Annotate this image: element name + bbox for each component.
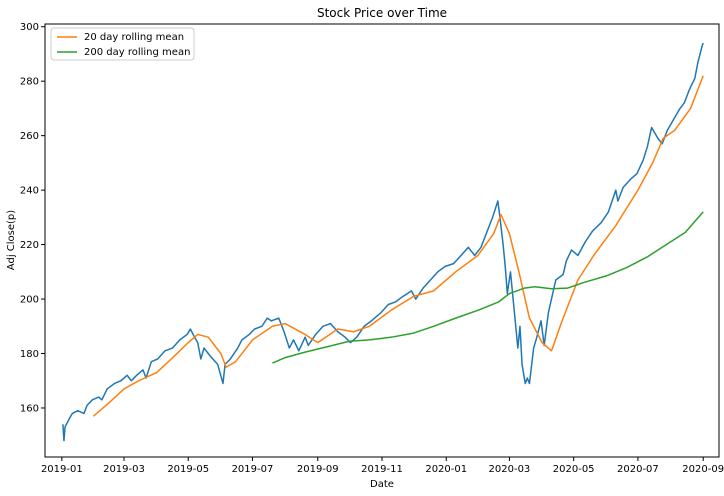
series-line-adj-close	[62, 42, 704, 442]
series-layer	[62, 42, 704, 442]
legend-box	[50, 27, 195, 61]
x-tick-label: 2020-03	[489, 464, 531, 475]
series-line-200-day-rolling-mean	[272, 211, 704, 364]
x-tick-label: 2019-09	[297, 464, 339, 475]
legend-label-20-day: 20 day rolling mean	[84, 32, 184, 43]
x-tick-label: 2019-01	[41, 464, 83, 475]
y-tick-label: 260	[20, 131, 39, 142]
y-tick-label: 280	[20, 77, 39, 88]
y-tick-label: 200	[20, 295, 39, 306]
x-tick-label: 2019-03	[103, 464, 145, 475]
y-tick-label: 300	[20, 22, 39, 33]
y-tick-label: 160	[20, 403, 39, 414]
chart-title: Stock Price over Time	[317, 6, 447, 20]
x-tick-label: 2020-01	[425, 464, 467, 475]
plot-background	[45, 24, 719, 457]
series-line-20-day-rolling-mean	[92, 75, 704, 417]
x-tick-label: 2019-05	[167, 464, 209, 475]
x-tick-label: 2019-07	[232, 464, 274, 475]
plot-area	[44, 23, 720, 458]
y-tick-label: 180	[20, 349, 39, 360]
y-axis: 160 180 200 220 240 260 280 300	[20, 22, 45, 414]
legend: 20 day rolling mean 200 day rolling mean	[50, 27, 195, 61]
legend-label-200-day: 200 day rolling mean	[84, 47, 190, 58]
x-tick-label: 2020-09	[682, 464, 724, 475]
y-tick-label: 240	[20, 186, 39, 197]
y-axis-label: Adj Close(p)	[6, 210, 17, 270]
x-tick-label: 2019-11	[361, 464, 403, 475]
x-axis-label: Date	[370, 479, 394, 490]
x-tick-label: 2020-05	[553, 464, 595, 475]
y-tick-label: 220	[20, 240, 39, 251]
x-tick-label: 2020-07	[617, 464, 659, 475]
x-axis: 2019-01 2019-03 2019-05 2019-07 2019-09 2019-…	[41, 457, 724, 475]
